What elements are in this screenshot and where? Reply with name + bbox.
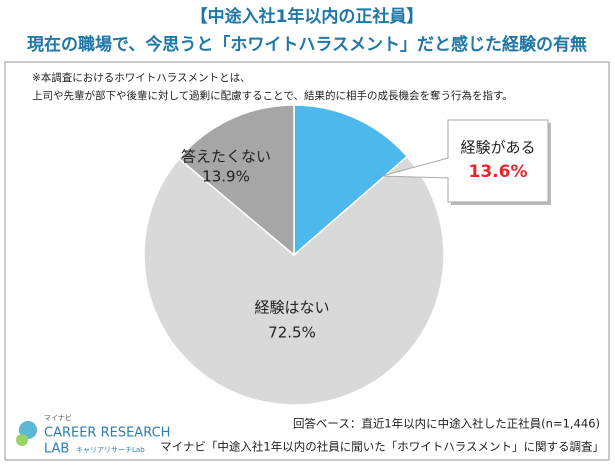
- base-note: 回答ベース：直近1年以内に中途入社した正社員(n=1,446): [293, 417, 600, 431]
- logo-text: CAREER RESEARCH: [44, 426, 170, 441]
- value-label: 72.5%: [268, 324, 316, 342]
- pie-slice: [143, 155, 445, 406]
- logo-text: LAB: [44, 442, 69, 457]
- value-label: 13.9%: [202, 168, 250, 186]
- logo-brand: マイナビ: [44, 413, 72, 422]
- source-note: マイナビ「中途入社1年以内の社員に聞いた「ホワイトハラスメント」に関する調査」: [160, 440, 604, 454]
- logo-sub: キャリアリサーチLab: [76, 446, 145, 454]
- chart-subtitle: 現在の職場で、今思うと「ホワイトハラスメント」だと感じた経験の有無: [27, 34, 587, 55]
- logo-mark: [16, 434, 28, 446]
- chart-title: 【中途入社1年以内の正社員】: [191, 6, 424, 27]
- note: ※本調査におけるホワイトハラスメントとは、: [32, 71, 251, 84]
- pie-slice: [293, 104, 409, 257]
- pie-slice: [177, 104, 295, 257]
- pie: [143, 104, 445, 406]
- category-label: 答えたくない: [181, 148, 271, 166]
- category-label: 経験はない: [254, 299, 329, 317]
- value-label: 13.6%: [469, 162, 528, 182]
- callout: [381, 119, 551, 205]
- note: 上司や先輩が部下や後輩に対して過剰に配慮することで、結果的に相手の成長機会を奪う…: [32, 89, 513, 102]
- callout-box: [447, 119, 549, 203]
- category-label: 経験がある: [460, 139, 535, 157]
- frame: [4, 61, 610, 461]
- logo: マイナビ CAREER RESEARCH LAB キャリアリサーチLab: [16, 413, 170, 457]
